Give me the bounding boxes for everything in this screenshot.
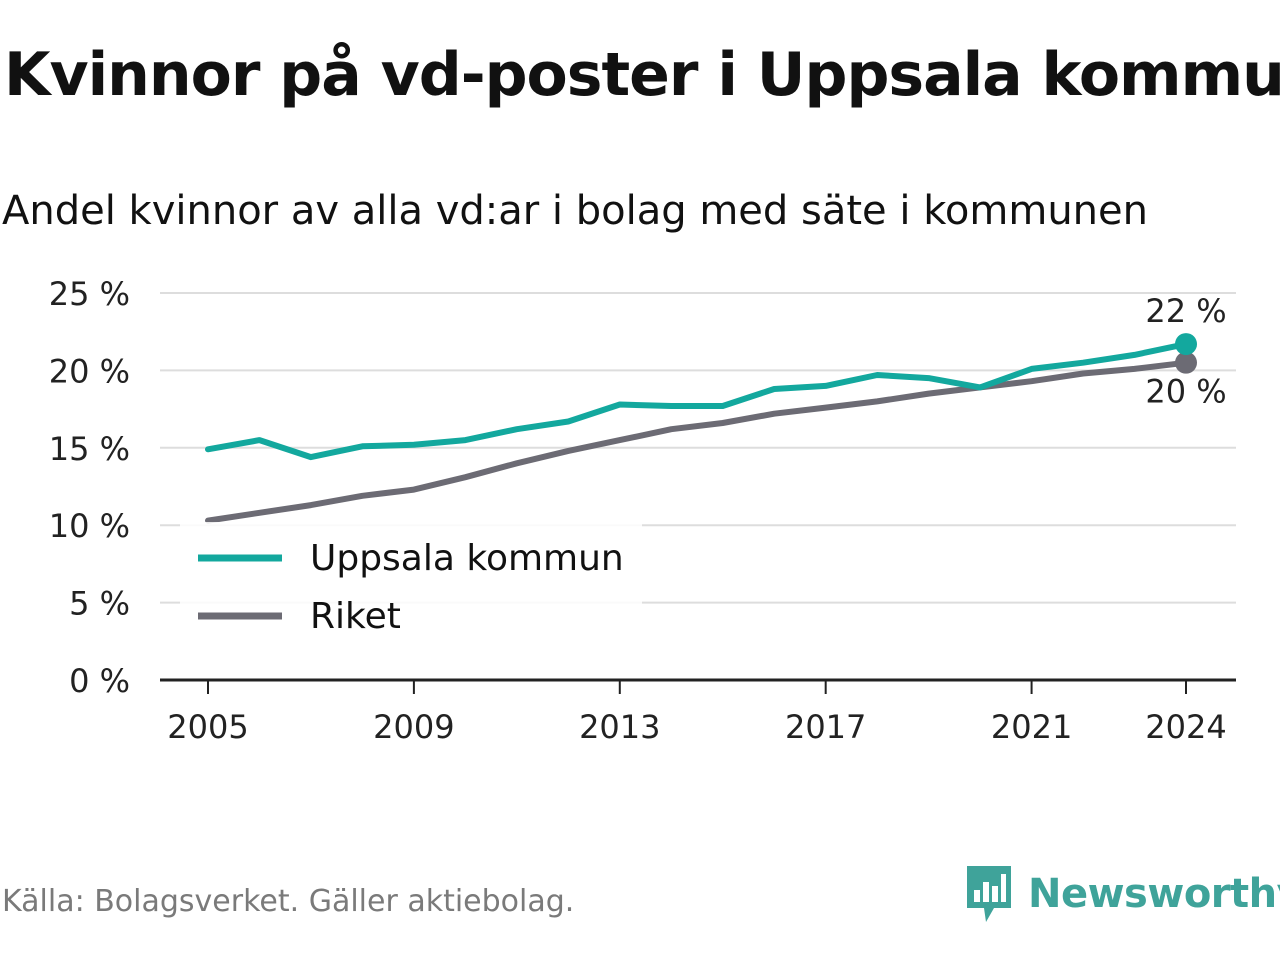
chart-title: Kvinnor på vd-poster i Uppsala kommun [4,40,1280,110]
brand-logo[interactable]: Newsworthy [964,864,1280,924]
y-tick-label: 0 % [69,662,130,700]
legend: Uppsala kommun Riket [180,522,642,644]
x-tick-label: 2021 [991,708,1072,746]
series-line-uppsala-kommun [205,341,1189,461]
x-tick-label: 2009 [373,708,454,746]
end-label-riket: 20 % [1145,373,1226,411]
legend-label: Uppsala kommun [310,538,624,579]
chart-subtitle: Andel kvinnor av alla vd:ar i bolag med … [2,188,1148,234]
end-label-uppsala: 22 % [1145,292,1226,330]
legend-background [180,522,642,644]
x-tick-label: 2005 [167,708,248,746]
y-tick-label: 10 % [49,507,130,545]
series-end-marker [1175,351,1197,374]
legend-label: Riket [310,596,401,637]
series-end-marker [1175,333,1197,356]
end-labels: 22 % 20 % [1145,292,1226,411]
x-tick-label: 2013 [579,708,660,746]
source-note: Källa: Bolagsverket. Gäller aktiebolag. [2,884,575,919]
x-axis: 2005 2009 2013 2017 2021 2024 [160,678,1236,746]
newsworthy-logo-icon [967,866,1011,922]
series-lines [205,333,1197,524]
series-line-riket [205,359,1189,524]
y-axis-ticks: 0 % 5 % 10 % 15 % 20 % 25 % [49,275,130,700]
y-tick-label: 25 % [49,275,130,313]
x-tick-label: 2017 [785,708,866,746]
y-tick-label: 20 % [49,352,130,390]
y-tick-label: 15 % [49,430,130,468]
brand-name: Newsworthy [1028,871,1280,917]
x-tick-label: 2024 [1145,708,1226,746]
y-tick-label: 5 % [69,585,130,623]
